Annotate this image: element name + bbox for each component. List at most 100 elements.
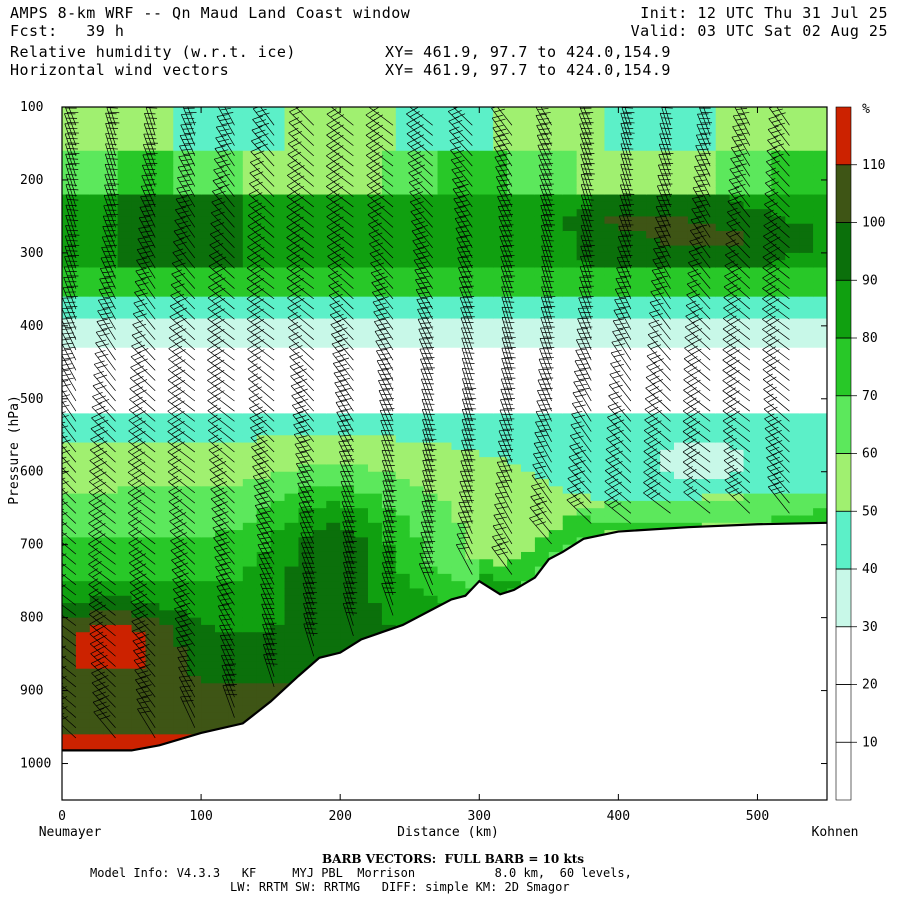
- rh-cell: [618, 355, 633, 363]
- rh-cell: [75, 150, 91, 159]
- rh-cell: [701, 362, 717, 371]
- rh-cell: [576, 500, 592, 509]
- rh-cell: [701, 260, 717, 269]
- rh-cell: [743, 238, 759, 247]
- rh-cell: [730, 756, 745, 764]
- rh-cell: [103, 610, 119, 619]
- rh-cell: [660, 369, 675, 378]
- rh-cell: [548, 537, 564, 546]
- rh-cell: [75, 128, 91, 137]
- rh-cell: [145, 391, 160, 400]
- rh-cell: [674, 435, 689, 444]
- rh-cell: [215, 107, 230, 115]
- rh-cell: [785, 114, 800, 123]
- rh-cell: [493, 646, 508, 655]
- rh-cell: [646, 537, 661, 546]
- rh-cell: [534, 158, 550, 166]
- rh-cell: [576, 544, 592, 553]
- rh-cell: [562, 201, 578, 210]
- rh-cell: [228, 150, 244, 159]
- rh-cell: [381, 734, 397, 743]
- rh-cell: [312, 457, 327, 466]
- rh-cell: [62, 376, 77, 385]
- rh-cell: [479, 347, 494, 356]
- rh-cell: [354, 194, 369, 203]
- rh-cell: [702, 756, 717, 764]
- rh-cell: [131, 238, 147, 247]
- rh-cell: [701, 617, 717, 626]
- rh-cell: [354, 588, 369, 597]
- rh-cell: [368, 355, 383, 363]
- rh-cell: [660, 384, 675, 393]
- rh-cell: [507, 311, 522, 320]
- rh-cell: [590, 588, 606, 597]
- rh-cell: [409, 362, 425, 371]
- rh-cell: [117, 581, 133, 590]
- rh-cell: [729, 362, 745, 371]
- rh-cell: [674, 333, 689, 342]
- rh-cell: [632, 114, 647, 123]
- rh-cell: [76, 764, 91, 772]
- rh-cell: [215, 522, 230, 531]
- rh-cell: [590, 187, 606, 196]
- rh-cell: [298, 471, 313, 480]
- rh-cell: [687, 530, 703, 538]
- rh-cell: [632, 427, 647, 436]
- rh-cell: [145, 668, 160, 677]
- rh-cell: [395, 683, 411, 692]
- rh-cell: [743, 442, 759, 451]
- rh-cell: [771, 610, 786, 619]
- rh-cell: [368, 289, 383, 298]
- rh-cell: [785, 355, 800, 363]
- rh-cell: [381, 413, 397, 422]
- rh-cell: [229, 785, 244, 793]
- rh-cell: [548, 355, 564, 363]
- rh-cell: [159, 282, 174, 290]
- rh-cell: [562, 114, 578, 123]
- rh-cell: [423, 690, 439, 699]
- rh-cell: [715, 340, 731, 349]
- rh-cell: [590, 734, 606, 743]
- rh-cell: [757, 771, 772, 779]
- rh-cell: [534, 537, 550, 546]
- rh-cell: [687, 551, 703, 560]
- rh-cell: [604, 646, 619, 655]
- rh-cell: [590, 406, 606, 414]
- rh-cell: [604, 719, 619, 728]
- rh-cell: [132, 764, 147, 772]
- rh-cell: [465, 187, 480, 196]
- rh-cell: [201, 617, 216, 626]
- rh-cell: [674, 654, 689, 662]
- rh-cell: [590, 209, 606, 218]
- rh-cell: [423, 449, 439, 458]
- rh-cell: [771, 384, 786, 393]
- rh-cell: [173, 238, 188, 247]
- rh-cell: [395, 209, 411, 218]
- rh-cell: [117, 486, 133, 495]
- rh-cell: [159, 748, 174, 751]
- rh-cell: [507, 690, 522, 699]
- rh-cell: [493, 435, 508, 444]
- rh-cell: [576, 464, 592, 473]
- rh-cell: [298, 209, 313, 218]
- rh-cell: [715, 559, 731, 568]
- rh-cell: [562, 384, 578, 393]
- rh-cell: [201, 632, 216, 641]
- rh-cell: [187, 530, 202, 538]
- rh-cell: [62, 661, 77, 670]
- rh-cell: [381, 639, 397, 648]
- rh-cell: [646, 771, 661, 779]
- rh-cell: [674, 508, 689, 517]
- rh-cell: [437, 384, 453, 393]
- rh-cell: [326, 683, 341, 692]
- rh-cell: [131, 107, 147, 115]
- rh-cell: [618, 391, 633, 400]
- rh-cell: [228, 479, 244, 487]
- rh-cell: [270, 624, 286, 633]
- rh-cell: [423, 624, 439, 633]
- rh-cell: [326, 347, 341, 356]
- rh-cell: [743, 340, 759, 349]
- rh-cell: [298, 391, 313, 400]
- rh-cell: [187, 646, 202, 655]
- rh-cell: [660, 522, 675, 531]
